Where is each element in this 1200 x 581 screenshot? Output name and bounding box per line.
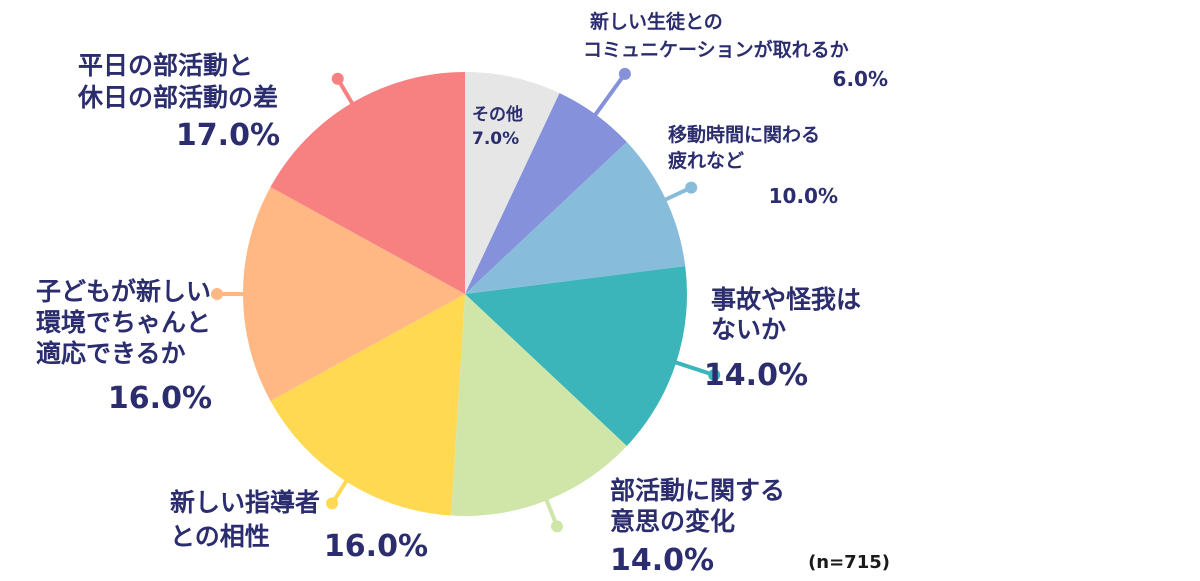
label-weekday-line1: 平日の部活動と [78, 51, 253, 80]
label-communication-line1: 新しい生徒との [590, 10, 723, 33]
leader-dot-6 [326, 497, 339, 510]
pie-slice-4 [465, 266, 687, 446]
label-communication-pct: 6.0% [833, 67, 888, 91]
pie-slices [242, 72, 687, 516]
label-adapt-line2: 環境でちゃんと [36, 308, 211, 337]
sample-size-note: (n=715) [808, 552, 890, 573]
label-will-line1: 部活動に関する [610, 476, 785, 505]
label-will-pct: 14.0% [610, 543, 714, 578]
label-coach-pct: 16.0% [324, 529, 428, 564]
label-travel-pct: 10.0% [769, 184, 838, 208]
label-travel-line1: 移動時間に関わる [668, 123, 820, 146]
leader-dot-2 [618, 67, 631, 80]
label-adapt-pct: 16.0% [108, 381, 212, 416]
label-accident-line1: 事故や怪我は [711, 285, 861, 314]
leader-dot-4 [708, 369, 721, 381]
pie-slice-3 [465, 142, 686, 294]
label-weekday-pct: 17.0% [176, 118, 280, 153]
pie-slice-1 [465, 72, 560, 294]
leader-dot-8 [331, 72, 344, 85]
label-accident-line2: ないか [711, 315, 786, 344]
label-communication-line2: コミュニケーションが取れるか [583, 38, 849, 61]
leader-lines [211, 67, 721, 533]
pie-slice-2 [465, 93, 627, 294]
leader-line-4 [669, 358, 715, 377]
leader-line-2 [590, 72, 627, 121]
leader-dot-5 [551, 520, 563, 533]
pie-slice-7 [242, 187, 465, 401]
label-will-line2: 意思の変化 [610, 507, 735, 536]
label-other-name: その他 [472, 104, 523, 125]
label-coach-line2: との相性 [170, 522, 270, 551]
pie-slice-5 [451, 294, 627, 516]
pie-slice-8 [270, 72, 465, 294]
label-weekday-line2: 休日の部活動の差 [77, 83, 278, 112]
label-coach-line1: 新しい指導者 [170, 488, 320, 517]
pie-slice-6 [270, 294, 465, 516]
leader-dot-7 [211, 288, 223, 300]
leader-dot-3 [685, 181, 698, 194]
label-accident-pct: 14.0% [704, 358, 808, 393]
label-travel-line2: 疲れなど [668, 149, 744, 172]
label-other-pct: 7.0% [472, 129, 519, 149]
label-adapt-line1: 子どもが新しい [36, 277, 211, 306]
label-adapt-line3: 適応できるか [36, 339, 186, 368]
